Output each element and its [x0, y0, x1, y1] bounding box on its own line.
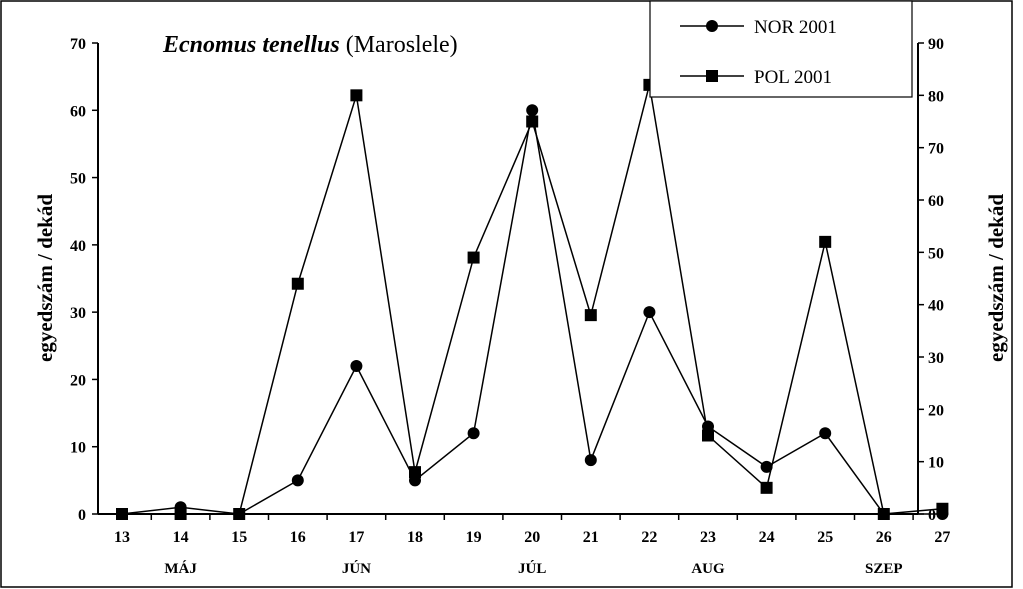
month-label: AUG [691, 561, 725, 577]
legend-label-pol: POL 2001 [754, 67, 832, 88]
x-tick-label: 20 [524, 529, 540, 546]
legend-marker-nor [706, 20, 718, 32]
data-point-nor [467, 427, 480, 440]
data-point-pol [409, 466, 421, 479]
x-tick-label: 17 [348, 529, 364, 546]
x-tick-label: 26 [876, 529, 892, 546]
x-tick-label: 21 [583, 529, 599, 546]
title-species: Ecnomus tenellus [162, 32, 340, 58]
data-point-nor [643, 306, 656, 319]
right-y-tick-label: 40 [928, 298, 944, 315]
right-y-tick-label: 0 [928, 507, 936, 524]
x-tick-label: 18 [407, 529, 423, 546]
legend-box [649, 0, 913, 98]
data-point-nor [819, 427, 832, 440]
right-y-tick-label: 80 [928, 88, 944, 105]
data-point-nor [760, 460, 773, 473]
legend: NOR 2001 POL 2001 [649, 0, 913, 98]
data-point-pol [760, 481, 773, 494]
left-y-tick-label: 0 [78, 507, 86, 524]
series-layer [116, 78, 949, 520]
data-point-pol [116, 508, 128, 520]
x-tick-label: 25 [817, 529, 833, 546]
x-tick-label: 27 [934, 529, 950, 546]
right-y-tick-label: 90 [928, 36, 944, 53]
right-y-axis-title: egyedszám / dekád [984, 194, 1008, 362]
legend-label-nor: NOR 2001 [754, 17, 837, 38]
left-y-tick-label: 30 [70, 305, 86, 322]
data-point-pol [936, 502, 949, 515]
chart-title: Ecnomus tenellus (Maroslele) [162, 32, 458, 58]
x-tick-label: 24 [759, 529, 775, 546]
right-y-ticks: 0 10 20 30 40 50 60 70 80 90 [918, 36, 944, 524]
right-y-tick-label: 60 [928, 193, 944, 210]
x-tick-label: 13 [114, 529, 130, 546]
data-point-nor [584, 454, 597, 467]
series-line-nor [121, 110, 943, 515]
x-tick-label: 22 [641, 529, 657, 546]
title-location: (Maroslele) [340, 32, 458, 58]
data-point-pol [702, 429, 714, 442]
month-label: JÚL [518, 560, 546, 577]
x-tick-label: 16 [290, 529, 306, 546]
left-y-tick-label: 40 [70, 238, 86, 255]
series-line-pol [122, 84, 943, 515]
right-y-tick-label: 30 [928, 350, 944, 367]
left-y-axis-title: egyedszám / dekád [33, 194, 57, 362]
right-y-tick-label: 70 [928, 141, 944, 158]
x-tick-label: 15 [231, 529, 247, 546]
data-point-pol [467, 251, 480, 264]
month-label: MÁJ [164, 560, 197, 577]
left-y-tick-label: 10 [70, 440, 86, 457]
month-labels: MÁJ JÚN JÚL AUG SZEP [164, 560, 902, 577]
right-y-tick-label: 50 [928, 245, 944, 262]
data-point-pol [233, 508, 246, 520]
right-y-tick-label: 10 [928, 455, 944, 472]
left-y-ticks: 0 10 20 30 40 50 60 70 [70, 36, 98, 524]
data-point-pol [877, 508, 890, 520]
left-y-tick-label: 50 [70, 171, 86, 188]
data-point-nor [350, 359, 363, 372]
month-label: JÚN [342, 560, 371, 577]
left-y-tick-label: 20 [70, 372, 86, 389]
x-tick-label: 19 [466, 529, 482, 546]
data-point-pol [819, 235, 832, 248]
data-point-pol [350, 89, 363, 102]
x-tick-label: 14 [173, 529, 189, 546]
x-ticks: 13 14 15 16 17 18 19 20 21 22 23 24 25 26 27 [114, 514, 950, 546]
left-y-tick-label: 60 [70, 103, 86, 120]
left-y-tick-label: 70 [70, 36, 86, 53]
data-point-pol [291, 277, 304, 290]
data-point-nor [526, 104, 539, 117]
legend-marker-pol [706, 70, 718, 82]
x-tick-label: 23 [700, 529, 716, 546]
data-point-pol [526, 115, 539, 128]
data-point-nor [291, 474, 304, 487]
month-label: SZEP [865, 561, 903, 577]
data-point-pol [174, 508, 187, 520]
right-y-tick-label: 20 [928, 402, 944, 419]
data-point-pol [584, 309, 597, 322]
